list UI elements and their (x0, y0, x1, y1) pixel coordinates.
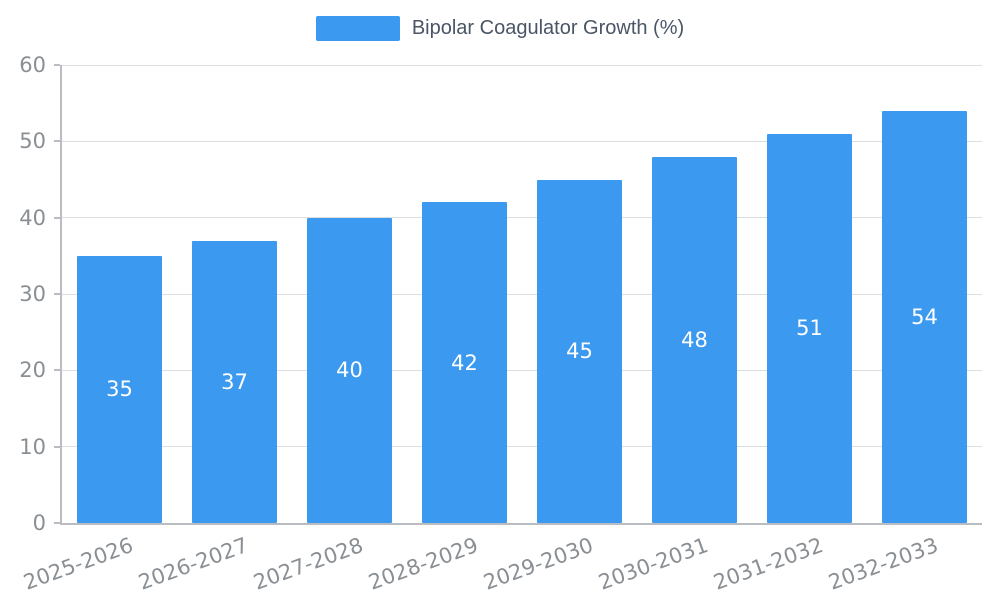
x-axis-labels: 2025-2026 2026-2027 2027-2028 2028-2029 2029… (20, 523, 980, 600)
bar-value-label: 54 (911, 304, 938, 329)
bar-2032-2033: 54 (882, 110, 967, 523)
bar-2029-2030: 45 (537, 179, 622, 523)
legend-swatch (315, 16, 400, 41)
bar-value-label: 42 (451, 350, 478, 375)
bar-value-label: 45 (566, 339, 593, 364)
legend-label: Bipolar Coagulator Growth (%) (411, 17, 685, 39)
bar-value-label: 37 (221, 369, 248, 394)
y-tick-mark (54, 64, 60, 66)
gridline (62, 446, 982, 448)
bar-value-label: 35 (106, 377, 133, 402)
plot-area: 35 37 40 42 45 48 51 54 (54, 64, 982, 525)
bar-2030-2031: 48 (652, 156, 737, 523)
bar-2027-2028: 40 (307, 217, 392, 523)
gridline (62, 369, 982, 371)
legend-item[interactable]: Bipolar Coagulator Growth (%) (315, 16, 685, 41)
y-tick-label: 40 (19, 205, 46, 230)
y-tick-label: 0 (32, 511, 46, 535)
gridline (62, 217, 982, 219)
bar-2031-2032: 51 (767, 133, 852, 523)
y-tick-label: 30 (19, 282, 46, 306)
bar-2028-2029: 42 (422, 202, 507, 523)
y-tick-mark (54, 216, 60, 219)
y-tick-label: 10 (19, 434, 46, 459)
y-tick-mark (54, 140, 60, 143)
bar-2026-2027: 37 (192, 240, 277, 523)
bar-value-label: 40 (336, 358, 363, 383)
y-tick-mark (54, 369, 60, 372)
y-tick-mark (54, 522, 60, 524)
bar-value-label: 48 (681, 327, 708, 352)
y-tick-mark (54, 445, 60, 448)
bar-2025-2026: 35 (77, 255, 162, 523)
gridline (62, 140, 982, 142)
chart-legend: Bipolar Coagulator Growth (%) (0, 16, 1000, 41)
gridline (62, 293, 982, 295)
gridline (62, 64, 982, 66)
y-tick-label: 20 (19, 358, 46, 383)
y-tick-label: 50 (19, 129, 46, 154)
y-tick-label: 60 (19, 53, 46, 77)
bar-value-label: 51 (796, 316, 823, 341)
y-tick-mark (54, 293, 60, 295)
